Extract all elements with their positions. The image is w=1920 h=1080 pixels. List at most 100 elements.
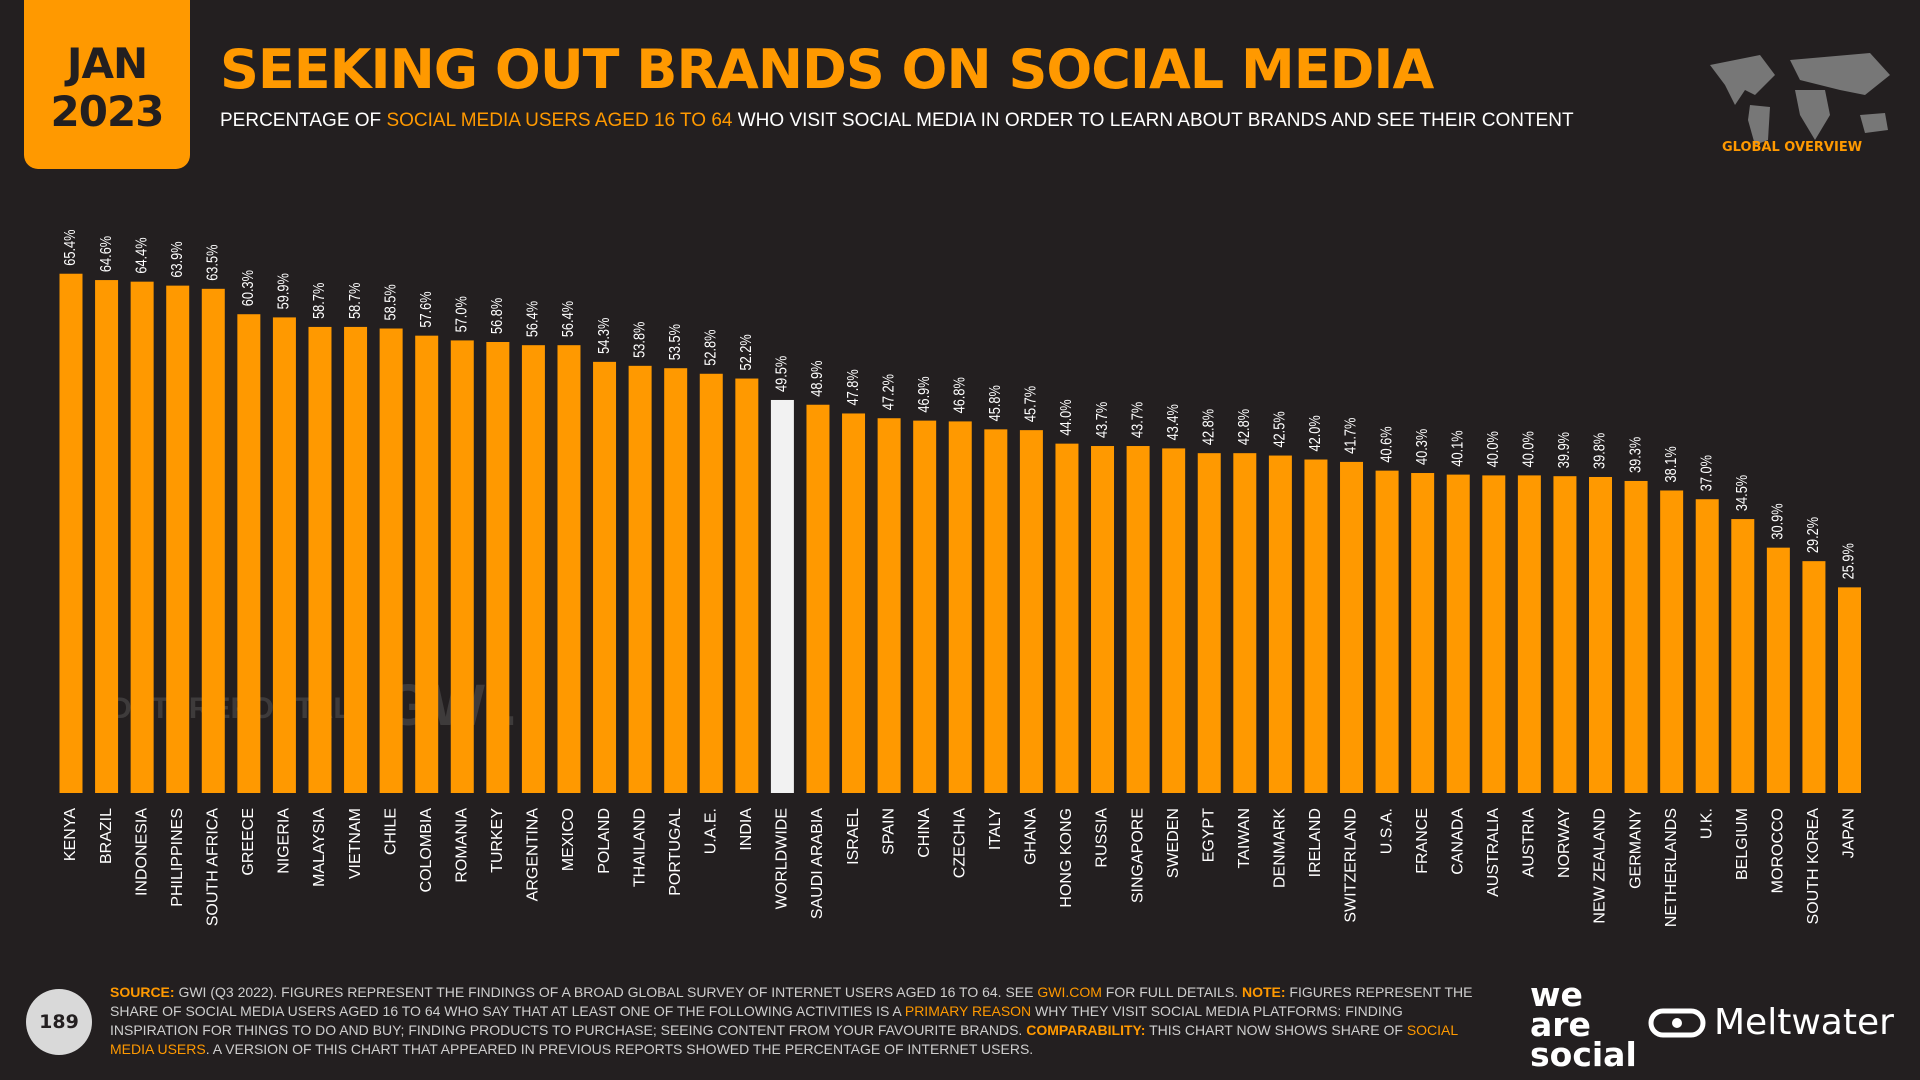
x-tick-label: BRAZIL xyxy=(98,808,115,864)
x-tick-label: INDIA xyxy=(738,808,755,851)
bar xyxy=(877,418,901,793)
x-tick-label: CANADA xyxy=(1449,808,1466,875)
bar xyxy=(1802,561,1826,793)
note-segment: FIGURES REPRESENT THE SHARE OF SOCIAL ME… xyxy=(110,984,1477,1019)
brand-logo: we are social xyxy=(1530,978,1637,1074)
footnotes: SOURCE: GWI (Q3 2022). FIGURES REPRESENT… xyxy=(110,983,1480,1059)
x-tick-label: ARGENTINA xyxy=(525,808,542,902)
value-label: 29.2% xyxy=(1805,517,1823,553)
value-label: 47.8% xyxy=(845,369,863,405)
note-segment: GWI (Q3 2022). FIGURES REPRESENT THE FIN… xyxy=(174,984,1038,1000)
subtitle-segment: SOCIAL MEDIA USERS AGED 16 TO 64 xyxy=(386,110,733,131)
x-tick-label: MALAYSIA xyxy=(311,808,328,887)
value-label: 40.0% xyxy=(1485,431,1503,467)
bar xyxy=(1838,587,1861,793)
value-label: 40.3% xyxy=(1414,429,1432,465)
x-tick-label: INDONESIA xyxy=(133,808,150,896)
x-tick-label: MEXICO xyxy=(560,808,577,871)
value-label: 40.0% xyxy=(1520,431,1538,467)
value-label: 39.8% xyxy=(1591,433,1609,469)
x-tick-label: SWITZERLAND xyxy=(1343,808,1360,923)
brand-word: social xyxy=(1530,1035,1637,1074)
note-segment: FOR FULL DETAILS. xyxy=(1101,984,1242,1000)
bar xyxy=(1731,519,1755,793)
value-label: 52.8% xyxy=(702,329,720,365)
value-label: 30.9% xyxy=(1769,503,1787,539)
value-label: 52.2% xyxy=(738,334,756,370)
value-label: 45.7% xyxy=(1022,386,1040,422)
note-segment: COMPARABILITY: xyxy=(1026,1022,1146,1038)
value-label: 56.4% xyxy=(560,301,578,337)
note-segment: GWI.COM xyxy=(1037,984,1102,1000)
bar xyxy=(1517,475,1541,793)
bar xyxy=(913,420,937,793)
value-label: 59.9% xyxy=(275,273,293,309)
bar xyxy=(628,365,652,793)
value-label: 63.5% xyxy=(204,244,222,280)
x-tick-label: MOROCCO xyxy=(1770,808,1787,893)
x-tick-label: CHILE xyxy=(382,808,399,855)
value-label: 58.7% xyxy=(311,283,329,319)
bar xyxy=(1340,461,1364,793)
value-label: 56.8% xyxy=(489,298,507,334)
x-tick-label: U.A.E. xyxy=(702,808,719,854)
value-label: 65.4% xyxy=(62,229,80,265)
bar xyxy=(1197,453,1221,793)
x-tick-label: BELGIUM xyxy=(1734,808,1751,880)
value-label: 43.4% xyxy=(1165,404,1183,440)
x-tick-label: CHINA xyxy=(916,808,933,858)
bar xyxy=(1766,547,1790,793)
value-label: 43.7% xyxy=(1094,402,1112,438)
bar xyxy=(1624,480,1648,793)
value-label: 37.0% xyxy=(1698,455,1716,491)
note-segment: SOCIAL MEDIA USERS xyxy=(110,1022,1462,1057)
bar xyxy=(450,340,474,793)
x-tick-label: NETHERLANDS xyxy=(1663,808,1680,927)
bar xyxy=(95,280,119,793)
partner-name: Meltwater xyxy=(1714,1002,1894,1043)
x-tick-label: WORLDWIDE xyxy=(774,808,791,909)
chart-title: SEEKING OUT BRANDS ON SOCIAL MEDIA xyxy=(220,38,1434,101)
value-label: 57.6% xyxy=(418,291,436,327)
value-label: 40.6% xyxy=(1378,426,1396,462)
x-tick-label: DENMARK xyxy=(1272,808,1289,888)
bar xyxy=(1553,476,1577,793)
value-label: 42.5% xyxy=(1271,411,1289,447)
x-tick-label: POLAND xyxy=(596,808,613,874)
bar xyxy=(1126,446,1150,793)
bar xyxy=(735,378,759,793)
x-tick-label: ISRAEL xyxy=(845,808,862,865)
bar xyxy=(770,399,794,793)
bar xyxy=(1162,448,1186,793)
bar xyxy=(1019,430,1043,793)
bar xyxy=(201,288,225,793)
bar xyxy=(1055,443,1079,793)
value-label: 57.0% xyxy=(453,296,471,332)
value-label: 49.5% xyxy=(773,356,791,392)
note-segment: . A VERSION OF THIS CHART THAT APPEARED … xyxy=(205,1041,1034,1057)
x-tick-label: PORTUGAL xyxy=(667,808,684,896)
value-label: 34.5% xyxy=(1734,475,1752,511)
subtitle-segment: PERCENTAGE OF xyxy=(220,110,387,131)
value-label: 58.5% xyxy=(382,284,400,320)
x-tick-label: AUSTRIA xyxy=(1521,808,1538,878)
bar xyxy=(664,368,688,793)
bar xyxy=(1304,459,1328,793)
x-tick-label: SINGAPORE xyxy=(1129,808,1146,903)
value-label: 44.0% xyxy=(1058,399,1076,435)
x-tick-label: FRANCE xyxy=(1414,808,1431,874)
x-tick-label: SOUTH AFRICA xyxy=(204,808,221,927)
note-segment: NOTE: xyxy=(1241,984,1286,1000)
note-segment: WHY THEY VISIT SOCIAL MEDIA PLATFORMS: F… xyxy=(110,1003,1407,1038)
x-tick-label: THAILAND xyxy=(631,808,648,887)
value-label: 42.8% xyxy=(1236,409,1254,445)
bar xyxy=(272,317,296,793)
chart-subtitle: PERCENTAGE OF SOCIAL MEDIA USERS AGED 16… xyxy=(220,110,1574,132)
bar xyxy=(1375,470,1399,793)
year: 2023 xyxy=(50,87,165,136)
value-label: 42.8% xyxy=(1200,409,1218,445)
x-tick-label: SOUTH KOREA xyxy=(1805,808,1822,925)
value-label: 38.1% xyxy=(1663,446,1681,482)
x-tick-label: AUSTRALIA xyxy=(1485,808,1502,897)
